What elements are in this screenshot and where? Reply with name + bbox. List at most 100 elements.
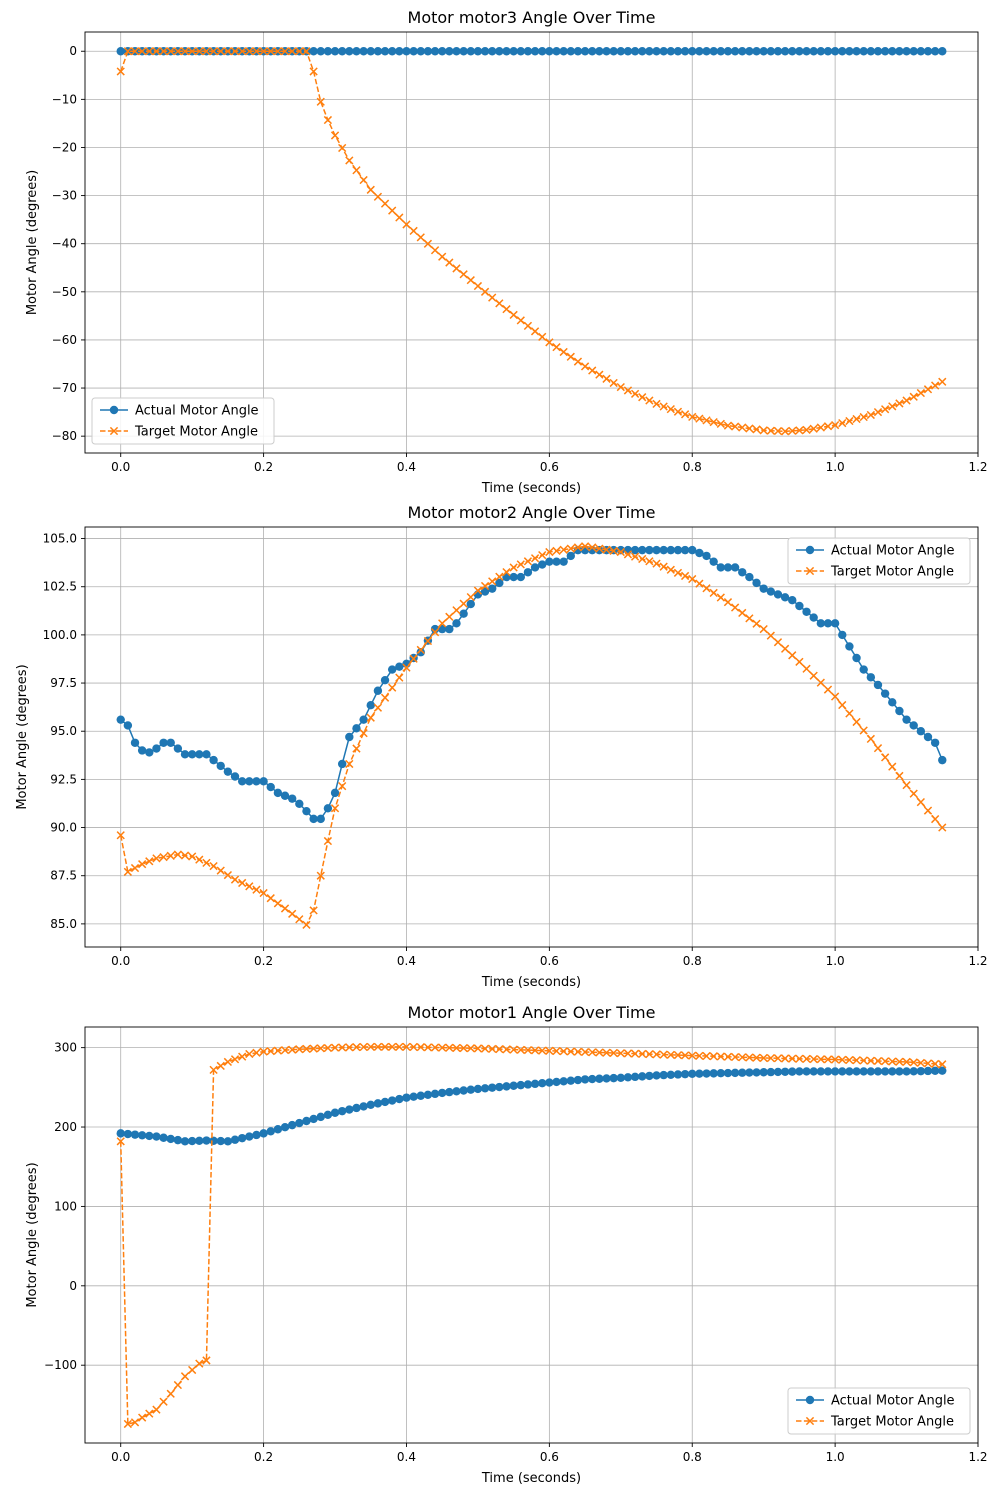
data-point: [352, 744, 361, 753]
data-point: [680, 571, 690, 581]
data-point: [859, 726, 868, 735]
data-point: [445, 1043, 454, 1052]
data-point: [187, 1136, 197, 1146]
data-point: [573, 1075, 583, 1085]
data-point: [423, 47, 433, 56]
data-point: [752, 578, 761, 588]
data-point: [380, 675, 390, 685]
data-point: [695, 1069, 704, 1078]
data-point: [388, 1042, 397, 1051]
data-point: [852, 1056, 861, 1065]
data-point: [866, 410, 875, 420]
data-point: [145, 1409, 154, 1418]
data-point: [638, 393, 647, 402]
data-point: [488, 293, 497, 302]
data-point: [723, 598, 733, 607]
data-point: [845, 1067, 854, 1076]
data-point: [816, 1055, 825, 1064]
data-point: [723, 47, 733, 56]
data-point: [623, 1049, 633, 1058]
data-point: [766, 1053, 775, 1063]
data-point: [880, 1057, 890, 1066]
data-point: [916, 47, 926, 56]
data-point: [909, 1067, 918, 1076]
data-point: [666, 1050, 675, 1059]
data-point: [809, 424, 818, 433]
data-point: [509, 1045, 518, 1054]
data-point: [323, 47, 333, 56]
data-point: [645, 1071, 654, 1081]
data-point: [759, 584, 768, 593]
x-tick-label: 0.8: [683, 460, 702, 474]
data-point: [373, 1042, 383, 1051]
data-point: [280, 1046, 290, 1055]
data-point: [237, 777, 247, 786]
x-tick-label: 1.2: [968, 954, 987, 968]
data-point: [480, 581, 490, 591]
data-point: [809, 1067, 818, 1076]
x-tick-label: 0.8: [683, 954, 702, 968]
data-point: [673, 47, 683, 56]
chart-panel-motor1: Motor motor1 Angle Over Time 0.0 0.2 0.4 0.6…: [0, 990, 1000, 1485]
data-point: [709, 557, 718, 566]
data-point: [380, 1097, 390, 1107]
data-point: [666, 565, 675, 574]
data-point: [931, 381, 940, 390]
data-point: [680, 545, 690, 555]
y-tick-label: 92.5: [50, 772, 77, 786]
data-point: [295, 1118, 304, 1128]
data-point: [516, 560, 525, 569]
data-point: [123, 867, 132, 876]
series-actual: [116, 1066, 947, 1146]
data-point: [195, 47, 204, 56]
data-point: [345, 1105, 354, 1114]
data-point: [523, 47, 533, 56]
data-point: [802, 1054, 811, 1064]
x-tick-label: 0.4: [397, 1450, 416, 1464]
data-point: [845, 1055, 854, 1065]
data-point: [923, 385, 933, 394]
x-tick-label: 0.2: [254, 954, 273, 968]
series-line: [119, 1046, 943, 1425]
data-point: [788, 1054, 797, 1063]
data-point: [423, 239, 433, 248]
data-point: [552, 343, 561, 352]
data-point: [830, 420, 840, 430]
data-point: [309, 47, 318, 56]
data-point: [309, 1044, 318, 1053]
data-point: [909, 392, 918, 401]
data-point: [302, 806, 311, 816]
data-point: [388, 206, 397, 215]
data-point: [123, 721, 133, 730]
data-point: [852, 653, 861, 663]
data-point: [602, 1048, 611, 1057]
series-target: [116, 1042, 947, 1429]
data-point: [645, 557, 654, 566]
y-tick-label: 200: [54, 1120, 77, 1134]
data-point: [730, 1068, 740, 1078]
data-point: [652, 545, 661, 555]
data-point: [659, 1050, 668, 1059]
data-point: [623, 386, 633, 395]
data-point: [495, 1082, 504, 1092]
data-point: [280, 791, 290, 800]
data-point: [902, 715, 911, 724]
y-tick-label: 105.0: [43, 532, 77, 546]
data-point: [573, 47, 583, 56]
data-point: [430, 246, 440, 255]
data-point: [409, 47, 418, 56]
data-point: [359, 1102, 368, 1111]
data-point: [180, 1137, 190, 1146]
data-point: [488, 47, 497, 56]
data-point: [545, 1046, 554, 1055]
x-tick-label: 0.0: [111, 1450, 130, 1464]
x-tick-label: 0.6: [540, 954, 559, 968]
data-point: [852, 47, 861, 56]
data-point: [345, 156, 354, 165]
data-point: [323, 1043, 333, 1053]
data-point: [138, 1413, 147, 1422]
data-point: [759, 1068, 768, 1077]
data-point: [688, 1051, 697, 1060]
gridlines: [85, 1027, 979, 1443]
data-point: [309, 1114, 318, 1124]
